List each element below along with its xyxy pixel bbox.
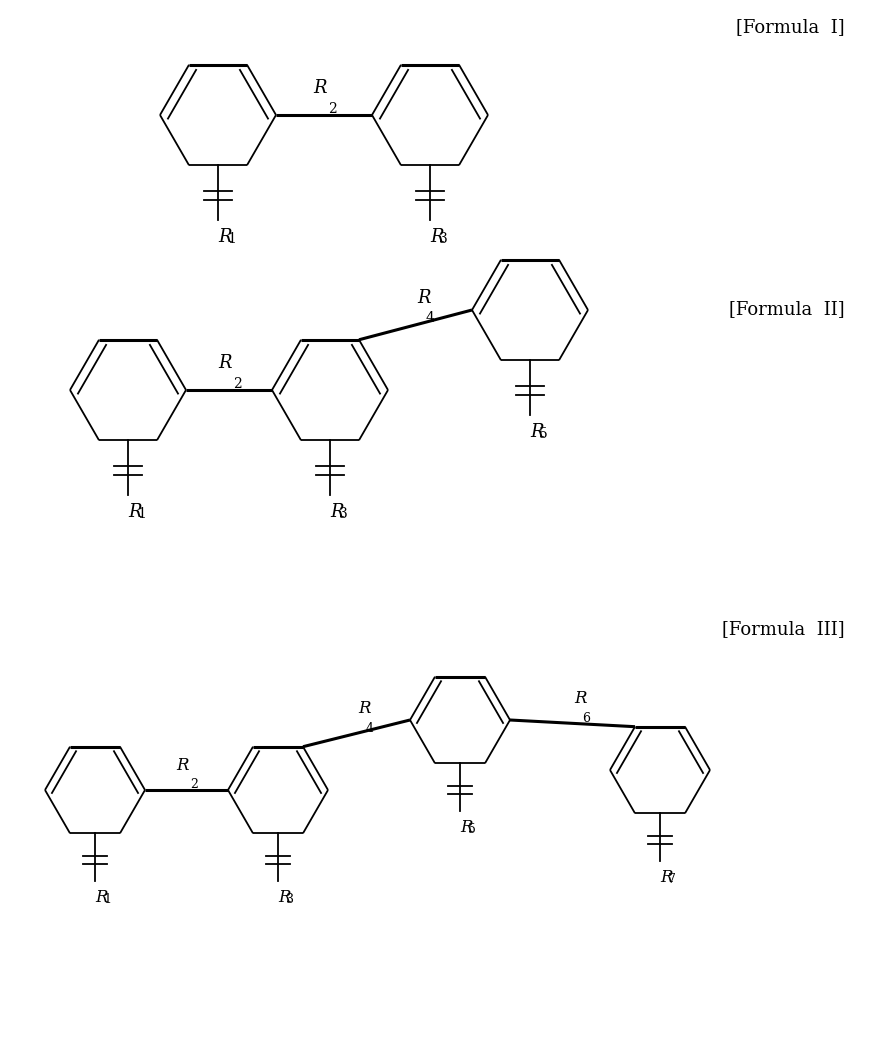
Text: 2: 2	[189, 778, 197, 792]
Text: 1: 1	[103, 893, 111, 906]
Text: [Formula  II]: [Formula II]	[729, 300, 844, 318]
Text: R: R	[217, 228, 232, 246]
Text: 6: 6	[581, 712, 589, 725]
Text: 2: 2	[232, 377, 241, 391]
Text: [Formula  III]: [Formula III]	[722, 620, 844, 638]
Text: 4: 4	[366, 721, 374, 735]
Text: 1: 1	[227, 232, 236, 246]
Text: 3: 3	[286, 893, 294, 906]
Text: [Formula  I]: [Formula I]	[736, 18, 844, 36]
Text: R: R	[358, 700, 371, 717]
Text: 2: 2	[328, 102, 337, 115]
Text: R: R	[660, 869, 672, 887]
Text: R: R	[530, 423, 543, 441]
Text: R: R	[95, 889, 107, 907]
Text: R: R	[460, 820, 472, 837]
Text: R: R	[128, 504, 141, 521]
Text: 5: 5	[538, 427, 547, 441]
Text: 3: 3	[438, 232, 447, 246]
Text: 3: 3	[339, 507, 347, 521]
Text: R: R	[278, 889, 290, 907]
Text: R: R	[330, 504, 343, 521]
Text: 7: 7	[667, 873, 675, 886]
Text: R: R	[313, 79, 326, 97]
Text: 1: 1	[137, 507, 146, 521]
Text: R: R	[574, 690, 587, 708]
Text: R: R	[218, 354, 232, 372]
Text: 4: 4	[425, 311, 434, 326]
Text: R: R	[430, 228, 443, 246]
Text: 5: 5	[467, 823, 475, 836]
Text: R: R	[417, 289, 431, 307]
Text: R: R	[176, 757, 189, 774]
